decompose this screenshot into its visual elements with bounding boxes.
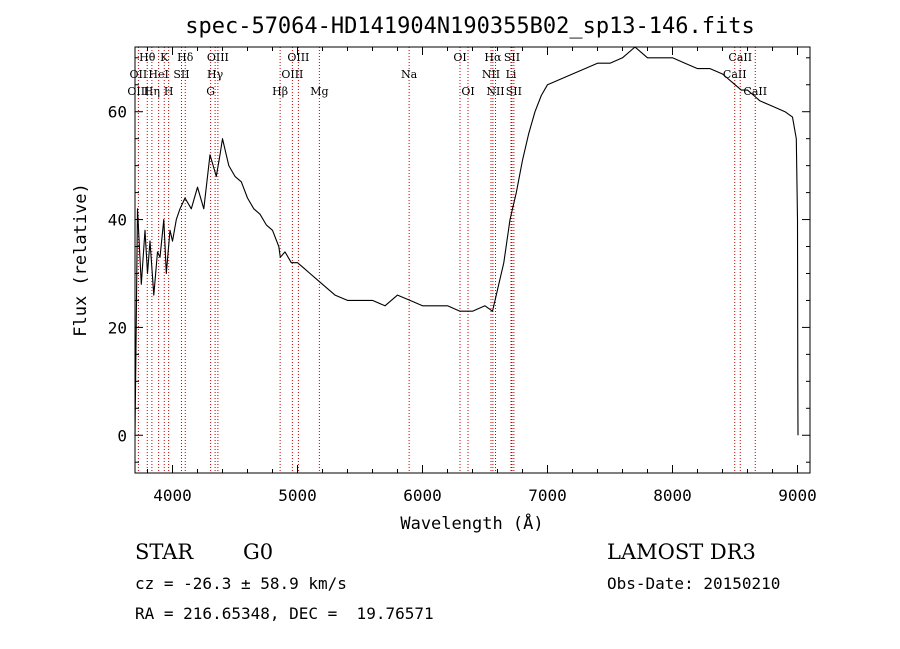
line-label-16: Na	[401, 68, 418, 81]
x-tick-label-0: 4000	[153, 486, 192, 505]
y-tick-label-1: 20	[108, 318, 127, 337]
spectral-line-labels: Hθ OII OIII K HeI Hη H Hδ SII OIII Hγ G Hβ OIII OIII Mg…	[127, 51, 767, 98]
line-label-11: G	[206, 85, 215, 98]
line-label-4: HeI	[148, 68, 168, 81]
line-label-26: CaII	[723, 68, 747, 81]
line-label-3: K	[160, 51, 169, 64]
line-label-19: Hα	[484, 51, 502, 64]
line-label-27: CaII	[743, 85, 767, 98]
object-subclass: G0	[243, 540, 274, 564]
redshift-info: cz = -26.3 ± 58.9 km/s	[135, 574, 347, 593]
x-axis-ticks: 4000 5000 6000 7000 8000 9000	[147, 47, 817, 505]
line-label-13: OIII	[287, 51, 309, 64]
x-tick-label-1: 5000	[278, 486, 317, 505]
line-label-20: SII	[504, 51, 520, 64]
x-tick-label-4: 8000	[653, 486, 692, 505]
line-label-10: Hγ	[207, 68, 224, 81]
spectral-line-markers	[137, 47, 756, 473]
survey-name: LAMOST DR3	[607, 540, 756, 564]
line-label-14: OIII	[281, 68, 303, 81]
flux-series-line	[134, 46, 799, 436]
line-label-6: H	[164, 85, 174, 98]
coordinates: RA = 216.65348, DEC = 19.76571	[135, 604, 434, 623]
y-tick-label-3: 60	[108, 103, 127, 122]
line-label-9: OIII	[207, 51, 229, 64]
x-tick-label-2: 6000	[403, 486, 442, 505]
x-tick-label-5: 9000	[778, 486, 817, 505]
line-label-2: OIII	[127, 85, 149, 98]
object-class: STAR	[135, 540, 194, 564]
y-axis-label: Flux (relative)	[71, 183, 91, 337]
observation-date: Obs-Date: 20150210	[607, 574, 781, 593]
line-label-5: Hη	[144, 85, 160, 98]
line-label-18: OI	[461, 85, 474, 98]
x-axis-label: Wavelength (Å)	[400, 512, 543, 534]
line-label-17: OI	[453, 51, 466, 64]
plot-frame	[134, 46, 811, 474]
line-label-8: SII	[173, 68, 189, 81]
y-axis-ticks: 0 20 40 60	[108, 57, 810, 463]
y-tick-label-2: 40	[108, 211, 127, 230]
y-tick-label-0: 0	[117, 426, 127, 445]
line-label-21: NII	[482, 68, 500, 81]
line-label-24: SII	[506, 85, 522, 98]
line-label-25: CaII	[728, 51, 752, 64]
line-label-23: NII	[486, 85, 504, 98]
line-label-1: OII	[130, 68, 148, 81]
line-label-22: Li	[506, 68, 517, 81]
x-tick-label-3: 7000	[528, 486, 567, 505]
chart-title: spec-57064-HD141904N190355B02_sp13-146.f…	[185, 14, 755, 39]
line-label-0: Hθ	[139, 51, 156, 64]
line-label-12: Hβ	[272, 85, 288, 98]
line-label-7: Hδ	[177, 51, 194, 64]
line-label-15: Mg	[310, 85, 328, 98]
